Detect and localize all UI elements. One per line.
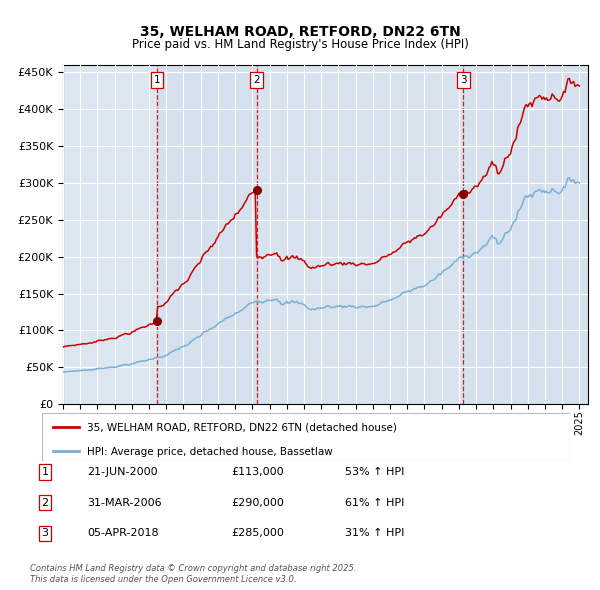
Text: 3: 3 [460,75,467,85]
Text: 2: 2 [253,75,260,85]
Text: HPI: Average price, detached house, Bassetlaw: HPI: Average price, detached house, Bass… [87,447,332,457]
Text: 21-JUN-2000: 21-JUN-2000 [87,467,158,477]
Text: Price paid vs. HM Land Registry's House Price Index (HPI): Price paid vs. HM Land Registry's House … [131,38,469,51]
Text: This data is licensed under the Open Government Licence v3.0.: This data is licensed under the Open Gov… [30,575,296,584]
Text: 05-APR-2018: 05-APR-2018 [87,529,158,538]
FancyBboxPatch shape [42,413,570,461]
Text: 31% ↑ HPI: 31% ↑ HPI [345,529,404,538]
Text: 1: 1 [41,467,49,477]
Text: 3: 3 [41,529,49,538]
Bar [157,65,257,404]
Text: 1: 1 [154,75,160,85]
Text: 35, WELHAM ROAD, RETFORD, DN22 6TN: 35, WELHAM ROAD, RETFORD, DN22 6TN [140,25,460,40]
Text: £113,000: £113,000 [231,467,284,477]
Text: 31-MAR-2006: 31-MAR-2006 [87,498,161,507]
Text: Contains HM Land Registry data © Crown copyright and database right 2025.: Contains HM Land Registry data © Crown c… [30,565,356,573]
Text: 53% ↑ HPI: 53% ↑ HPI [345,467,404,477]
Bar [257,65,463,404]
Text: £290,000: £290,000 [231,498,284,507]
Text: 61% ↑ HPI: 61% ↑ HPI [345,498,404,507]
Bar [463,65,588,404]
Text: 35, WELHAM ROAD, RETFORD, DN22 6TN (detached house): 35, WELHAM ROAD, RETFORD, DN22 6TN (deta… [87,422,397,432]
Text: 2: 2 [41,498,49,507]
Text: £285,000: £285,000 [231,529,284,538]
